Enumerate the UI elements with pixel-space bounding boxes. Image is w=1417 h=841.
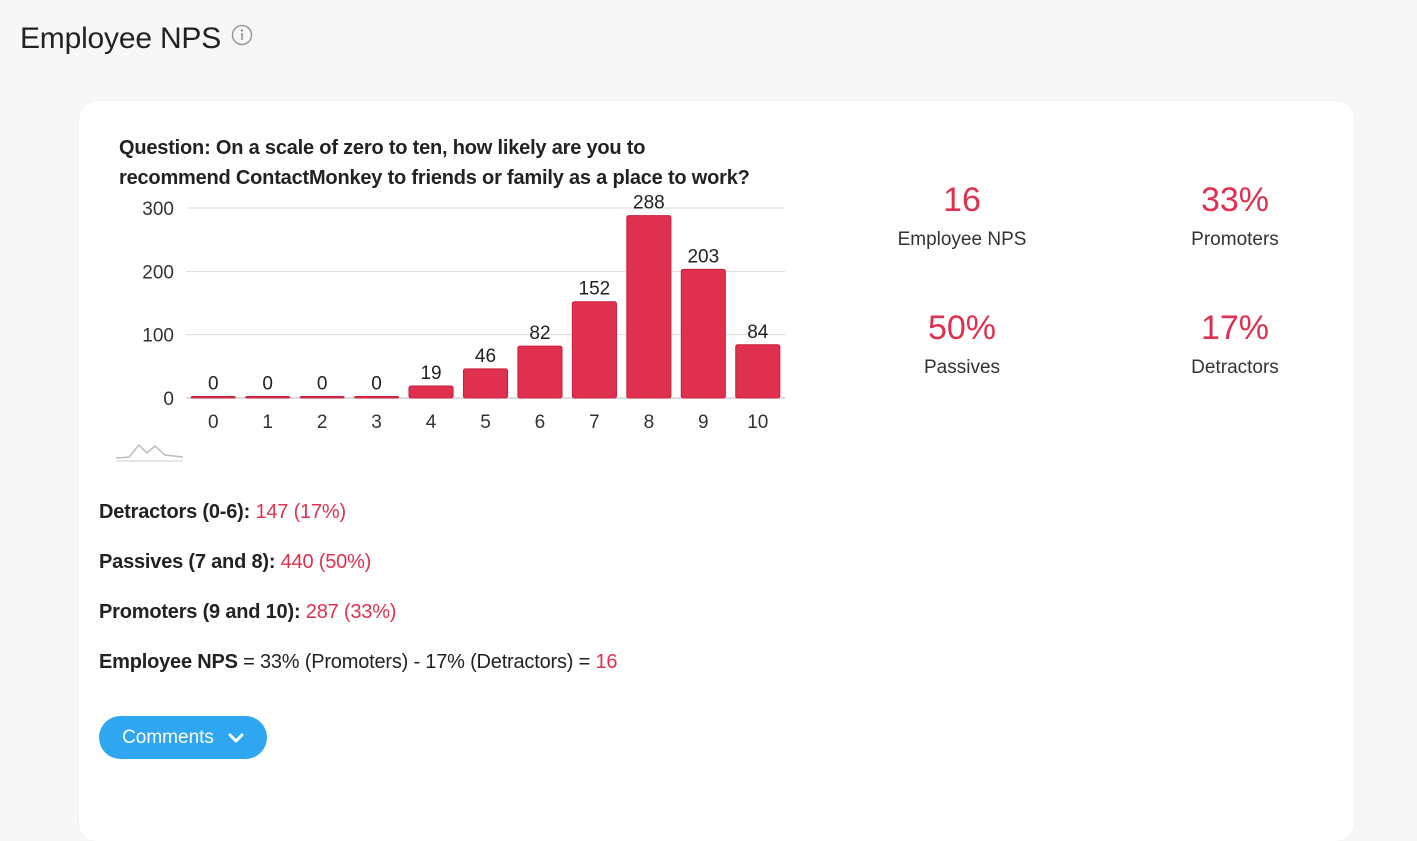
stat-label: Promoters — [1191, 229, 1279, 250]
bar — [408, 385, 454, 399]
nps-bar-chart-svg: 0100200300000102031944658261527288820398… — [115, 193, 785, 462]
data-label: 46 — [475, 346, 496, 367]
stat-employee-nps: 16 Employee NPS — [862, 177, 1062, 251]
summary-passives: Passives (7 and 8): 440 (50%) — [99, 549, 617, 599]
summary: Detractors (0-6): 147 (17%) Passives (7 … — [99, 499, 617, 699]
data-label: 0 — [262, 374, 273, 395]
bar — [735, 344, 781, 399]
x-tick-label: 4 — [426, 412, 437, 433]
data-label: 84 — [747, 322, 769, 343]
summary-promoters: Promoters (9 and 10): 287 (33%) — [99, 599, 617, 649]
stat-value: 17% — [1200, 309, 1270, 347]
stat-value: 50% — [927, 309, 997, 347]
bar — [462, 368, 509, 399]
data-label: 152 — [579, 279, 611, 300]
bar — [517, 345, 563, 399]
data-label: 19 — [420, 363, 441, 384]
x-tick-label: 3 — [371, 412, 382, 433]
stat-value: 16 — [943, 181, 981, 219]
nps-formula-text: = 33% (Promoters) - 17% (Detractors) = — [237, 651, 596, 673]
bar — [680, 268, 726, 399]
sparkline-icon — [115, 443, 184, 459]
comments-button[interactable]: Comments — [99, 716, 267, 759]
stat-label: Detractors — [1191, 357, 1279, 378]
bar — [571, 301, 617, 399]
chevron-down-icon — [228, 733, 244, 742]
data-label: 0 — [208, 374, 219, 395]
nps-card: Question: On a scale of zero to ten, how… — [79, 101, 1354, 841]
stat-passives: 50% Passives — [862, 305, 1062, 379]
stats-grid: 16 Employee NPS 33% Promoters 50% Passiv… — [862, 177, 1302, 417]
x-tick-label: 7 — [589, 412, 600, 433]
y-tick-label: 0 — [163, 389, 174, 410]
page-header: Employee NPS — [20, 22, 253, 56]
nps-result-value: 16 — [595, 651, 618, 673]
page-title: Employee NPS — [20, 22, 222, 55]
data-label: 0 — [371, 374, 382, 395]
summary-detractors: Detractors (0-6): 147 (17%) — [99, 499, 617, 549]
data-label: 288 — [633, 193, 665, 214]
y-tick-label: 200 — [142, 262, 174, 283]
x-tick-label: 8 — [644, 412, 655, 433]
x-tick-label: 5 — [480, 412, 491, 433]
summary-label: Employee NPS — [99, 651, 238, 673]
x-tick-label: 1 — [262, 412, 273, 433]
question-text: Question: On a scale of zero to ten, how… — [119, 137, 750, 189]
x-tick-label: 0 — [208, 412, 219, 433]
summary-value: 147 (17%) — [255, 501, 346, 523]
stat-promoters: 33% Promoters — [1135, 177, 1335, 251]
comments-button-label: Comments — [122, 726, 214, 748]
bar — [626, 215, 672, 399]
summary-value: 440 (50%) — [280, 551, 372, 573]
y-tick-label: 300 — [142, 199, 174, 220]
info-circle-icon[interactable] — [231, 24, 253, 46]
data-label: 82 — [529, 323, 550, 344]
x-tick-label: 10 — [747, 412, 768, 433]
x-tick-label: 2 — [317, 412, 328, 433]
x-tick-label: 9 — [698, 412, 709, 433]
stat-detractors: 17% Detractors — [1135, 305, 1335, 379]
stat-label: Passives — [923, 357, 1001, 378]
summary-value: 287 (33%) — [305, 601, 397, 623]
summary-label: Promoters (9 and 10): — [99, 601, 301, 623]
y-tick-label: 100 — [142, 326, 174, 347]
stat-label: Employee NPS — [897, 229, 1027, 250]
summary-nps-formula: Employee NPS = 33% (Promoters) - 17% (De… — [99, 649, 617, 699]
stat-value: 33% — [1200, 181, 1270, 219]
bar — [354, 396, 400, 399]
bar — [299, 396, 345, 399]
summary-label: Detractors (0-6): — [99, 501, 251, 523]
x-tick-label: 6 — [535, 412, 546, 433]
data-label: 203 — [687, 246, 719, 267]
summary-label: Passives (7 and 8): — [99, 551, 276, 573]
bar — [245, 396, 291, 399]
nps-bar-chart: 0 100 200 300 0 0 0 1 0 2 0 3 19 4 46 5 82 6 152 7 288 8 203 9 8… — [99, 193, 799, 473]
data-label: 0 — [317, 374, 328, 395]
bar — [190, 396, 236, 399]
